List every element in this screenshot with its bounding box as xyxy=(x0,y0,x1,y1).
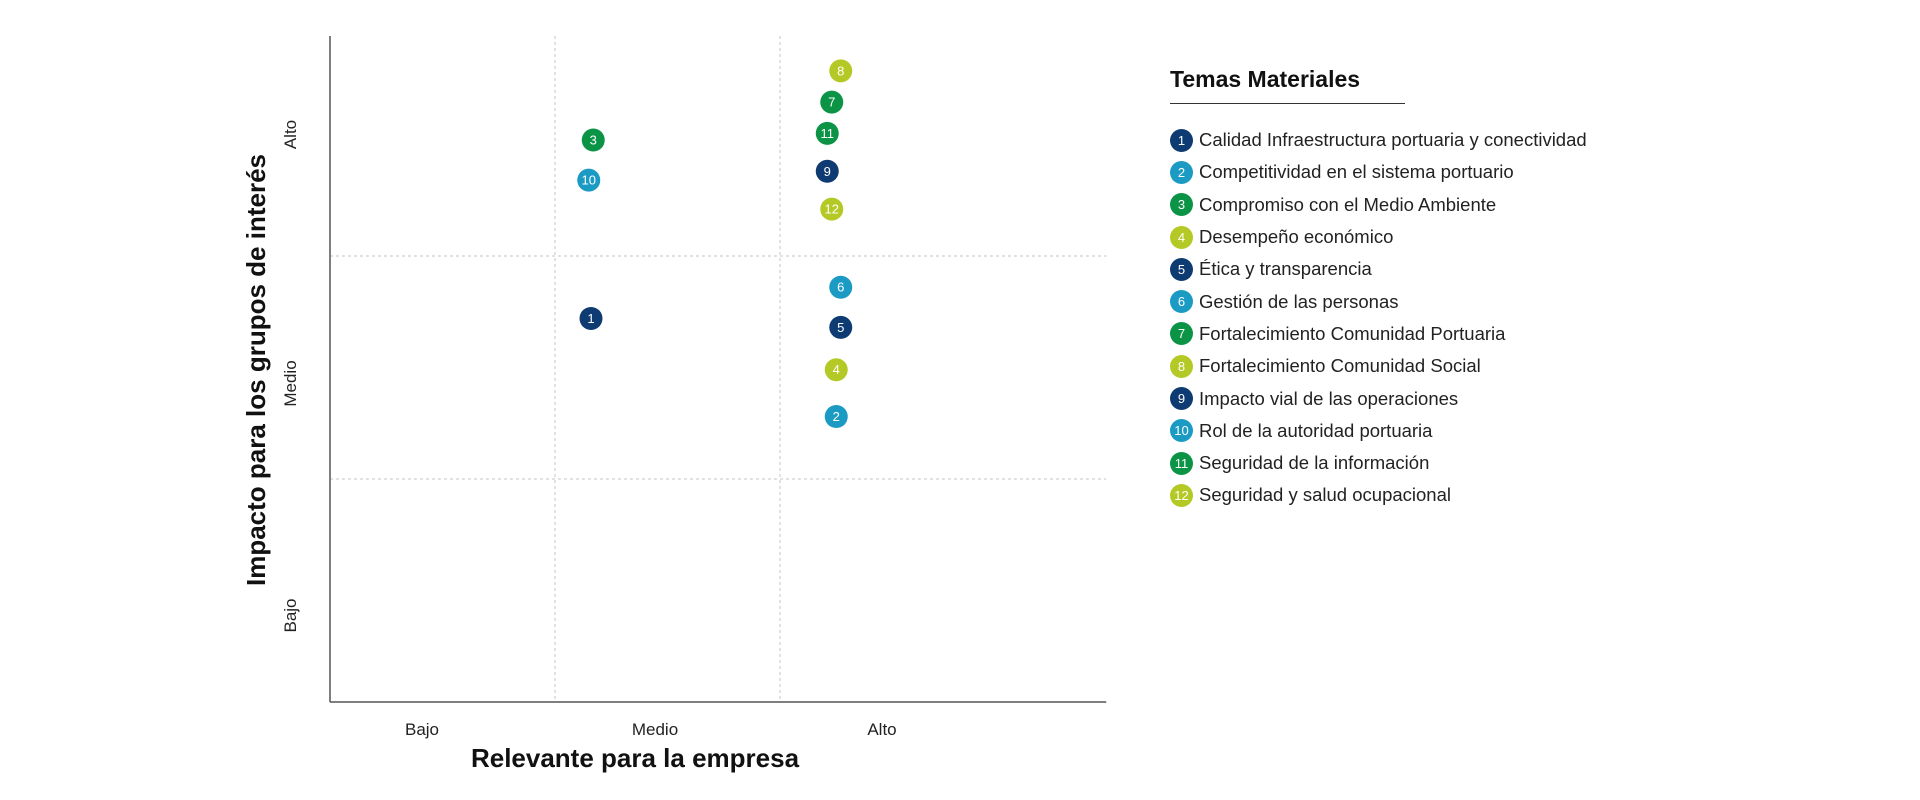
legend-badge: 12 xyxy=(1170,483,1193,507)
legend-item-label: Gestión de las personas xyxy=(1199,290,1399,312)
data-point: 3 xyxy=(581,128,605,152)
data-point-label: 3 xyxy=(590,133,597,148)
x-tick-label: Bajo xyxy=(405,720,439,739)
data-point: 1 xyxy=(579,306,603,330)
data-point-marker xyxy=(577,168,601,192)
legend-item-label: Impacto vial de las operaciones xyxy=(1199,387,1459,409)
legend-item: 3 Compromiso con el Medio Ambiente xyxy=(1170,189,1870,221)
data-point: 7 xyxy=(820,90,844,114)
data-point-label: 1 xyxy=(587,311,594,326)
y-axis-title: Impacto para los grupos de interés xyxy=(241,154,271,586)
data-point: 11 xyxy=(815,121,839,145)
data-point-label: 9 xyxy=(824,164,831,179)
legend-item-label: Calidad Infraestructura portuaria y cone… xyxy=(1199,129,1587,151)
data-point-label: 5 xyxy=(837,320,844,335)
data-point: 9 xyxy=(815,159,839,183)
legend-item-label: Seguridad y salud ocupacional xyxy=(1199,484,1451,506)
data-point: 12 xyxy=(820,197,844,221)
legend-item-label: Competitividad en el sistema portuario xyxy=(1199,161,1514,183)
legend-badge: 7 xyxy=(1170,322,1193,346)
legend-badge: 2 xyxy=(1170,160,1193,184)
data-point-marker xyxy=(829,59,853,83)
legend-item: 6 Gestión de las personas xyxy=(1170,285,1870,317)
legend: Temas Materiales 1 Calidad Infraestructur… xyxy=(1170,66,1870,512)
data-point-marker xyxy=(581,128,605,152)
legend-item-label: Fortalecimiento Comunidad Social xyxy=(1199,355,1481,377)
legend-badge: 11 xyxy=(1170,451,1193,475)
legend-badge: 6 xyxy=(1170,290,1193,314)
data-point: 10 xyxy=(577,168,601,192)
y-tick-label: Medio xyxy=(281,360,300,406)
legend-item: 11 Seguridad de la información xyxy=(1170,447,1870,479)
legend-badge: 4 xyxy=(1170,225,1193,249)
data-point-marker xyxy=(815,121,839,145)
legend-item-label: Fortalecimiento Comunidad Portuaria xyxy=(1199,322,1506,344)
legend-item: 7 Fortalecimiento Comunidad Portuaria xyxy=(1170,318,1870,350)
data-point-label: 11 xyxy=(821,126,835,141)
x-tick-label: Alto xyxy=(867,720,896,739)
legend-item: 4 Desempeño económico xyxy=(1170,221,1870,253)
legend-item: 5 Ética y transparencia xyxy=(1170,253,1870,285)
legend-item-label: Desempeño económico xyxy=(1199,226,1394,248)
legend-item-label: Ética y transparencia xyxy=(1199,258,1372,280)
legend-badge: 9 xyxy=(1170,387,1193,411)
y-tick-label: Alto xyxy=(281,120,300,149)
data-point-label: 8 xyxy=(837,63,844,78)
legend-item-label: Compromiso con el Medio Ambiente xyxy=(1199,193,1497,215)
legend-item: 8 Fortalecimiento Comunidad Social xyxy=(1170,350,1870,382)
legend-list: 1 Calidad Infraestructura portuaria y con… xyxy=(1170,124,1870,512)
data-point-label: 12 xyxy=(825,202,839,217)
legend-badge: 3 xyxy=(1170,193,1193,217)
data-point-marker xyxy=(829,275,853,299)
data-point-marker xyxy=(824,358,848,382)
x-tick-label: Medio xyxy=(632,720,678,739)
grid xyxy=(330,36,1107,702)
data-point-marker xyxy=(579,306,603,330)
data-point-marker xyxy=(820,197,844,221)
legend-divider xyxy=(1170,103,1405,104)
data-point-marker xyxy=(820,90,844,114)
data-point: 5 xyxy=(829,315,853,339)
x-axis-title: Relevante para la empresa xyxy=(471,743,800,773)
data-point-marker xyxy=(824,405,848,429)
legend-item: 12 Seguridad y salud ocupacional xyxy=(1170,479,1870,511)
x-tick-labels: Bajo Medio Alto xyxy=(405,720,897,739)
data-point-label: 6 xyxy=(837,280,844,295)
data-point: 8 xyxy=(829,59,853,83)
legend-badge: 8 xyxy=(1170,354,1193,378)
legend-badge: 5 xyxy=(1170,257,1193,281)
data-point: 2 xyxy=(824,405,848,429)
legend-badge: 1 xyxy=(1170,128,1193,152)
data-point-label: 2 xyxy=(833,409,840,424)
data-point: 4 xyxy=(824,358,848,382)
legend-title: Temas Materiales xyxy=(1170,66,1361,92)
data-point: 6 xyxy=(829,275,853,299)
legend-badge: 10 xyxy=(1170,419,1193,443)
legend-item: 10 Rol de la autoridad portuaria xyxy=(1170,415,1870,447)
legend-item: 9 Impacto vial de las operaciones xyxy=(1170,382,1870,414)
legend-item: 2 Competitividad en el sistema portuario xyxy=(1170,156,1870,188)
data-point-label: 4 xyxy=(833,362,840,377)
y-tick-label: Bajo xyxy=(281,598,300,632)
legend-item-label: Rol de la autoridad portuaria xyxy=(1199,419,1433,441)
data-point-label: 7 xyxy=(828,95,835,110)
data-point-marker xyxy=(815,159,839,183)
data-point-marker xyxy=(829,315,853,339)
legend-item-label: Seguridad de la información xyxy=(1199,452,1430,474)
data-point-label: 10 xyxy=(582,173,596,188)
legend-item: 1 Calidad Infraestructura portuaria y con… xyxy=(1170,124,1870,156)
y-tick-labels: Bajo Medio Alto xyxy=(281,120,300,633)
